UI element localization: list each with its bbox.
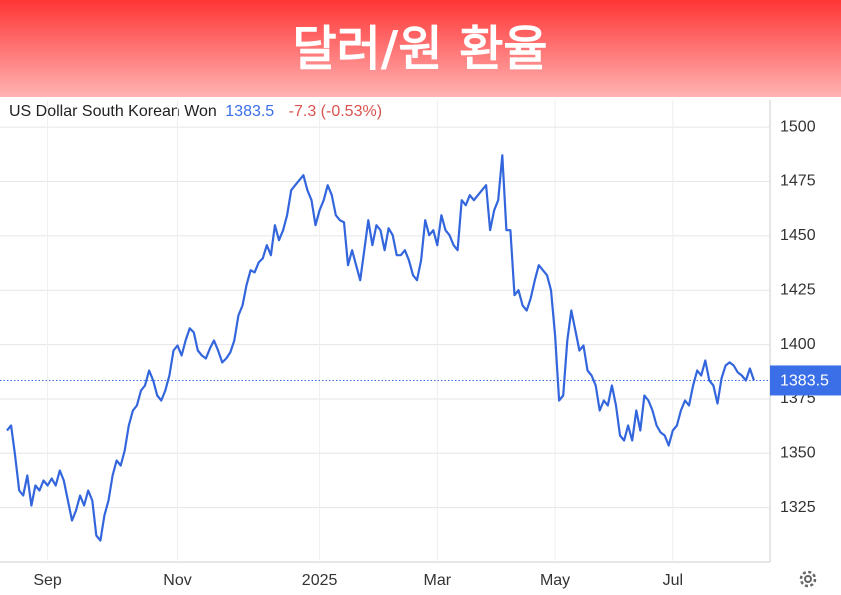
price-change: -7.3 (-0.53%) [289, 103, 382, 120]
settings-icon[interactable] [799, 570, 817, 588]
title-banner [0, 0, 841, 97]
y-tick-label: 1350 [780, 445, 816, 462]
current-price: 1383.5 [225, 103, 274, 120]
x-tick-label: 2025 [302, 572, 338, 589]
current-price-label: 1383.5 [780, 373, 829, 390]
y-tick-label: 1500 [780, 118, 816, 135]
y-tick-label: 1325 [780, 499, 816, 516]
instrument-name: US Dollar South Korean Won [9, 103, 217, 120]
x-tick-label: Sep [33, 572, 62, 589]
price-line [6, 154, 756, 542]
x-tick-label: Nov [163, 572, 191, 589]
y-tick-label: 1450 [780, 227, 816, 244]
y-tick-label: 1475 [780, 173, 816, 190]
x-tick-label: May [540, 572, 570, 589]
chart-subtitle: US Dollar South Korean Won 1383.5 -7.3 (… [9, 103, 382, 120]
y-tick-label: 1400 [780, 336, 816, 353]
x-tick-label: Jul [663, 572, 683, 589]
y-tick-label: 1425 [780, 281, 816, 298]
x-tick-label: Mar [424, 572, 452, 589]
chart-title: 달러/원 환율 [292, 21, 547, 77]
current-price-box [770, 365, 841, 396]
